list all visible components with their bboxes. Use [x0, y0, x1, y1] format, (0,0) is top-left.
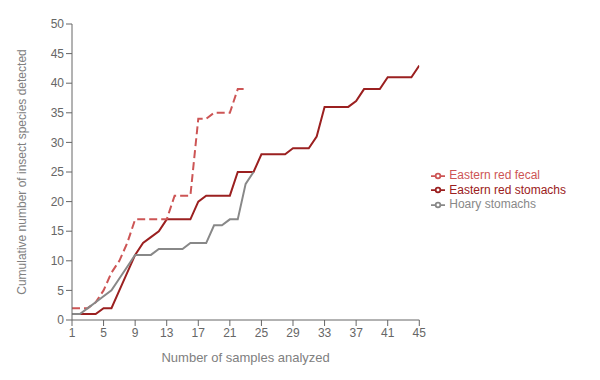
svg-text:17: 17: [192, 326, 206, 340]
svg-text:25: 25: [51, 165, 65, 179]
svg-text:9: 9: [132, 326, 139, 340]
svg-text:40: 40: [51, 76, 65, 90]
svg-text:13: 13: [160, 326, 174, 340]
svg-text:25: 25: [255, 326, 269, 340]
svg-text:41: 41: [381, 326, 395, 340]
svg-text:Cumulative number of insect sp: Cumulative number of insect species dete…: [15, 49, 29, 294]
svg-text:Number of samples analyzed: Number of samples analyzed: [161, 350, 329, 365]
html-text:Eastern red stomachs: Eastern red stomachs: [449, 182, 566, 197]
html-text:Eastern red fecal: Eastern red fecal: [449, 167, 540, 182]
svg-text:15: 15: [51, 224, 65, 238]
html-text:Hoary stomachs: Hoary stomachs: [449, 197, 536, 212]
svg-text:45: 45: [413, 326, 427, 340]
svg-text:10: 10: [51, 254, 65, 268]
svg-text:45: 45: [51, 47, 65, 61]
svg-text:20: 20: [51, 195, 65, 209]
svg-text:50: 50: [51, 17, 65, 31]
svg-text:33: 33: [318, 326, 332, 340]
svg-text:29: 29: [286, 326, 300, 340]
svg-text:5: 5: [57, 284, 64, 298]
svg-text:30: 30: [51, 136, 65, 150]
svg-text:5: 5: [100, 326, 107, 340]
svg-text:1: 1: [69, 326, 76, 340]
svg-text:35: 35: [51, 106, 65, 120]
svg-text:37: 37: [349, 326, 363, 340]
svg-text:0: 0: [57, 313, 64, 327]
svg-text:21: 21: [223, 326, 237, 340]
